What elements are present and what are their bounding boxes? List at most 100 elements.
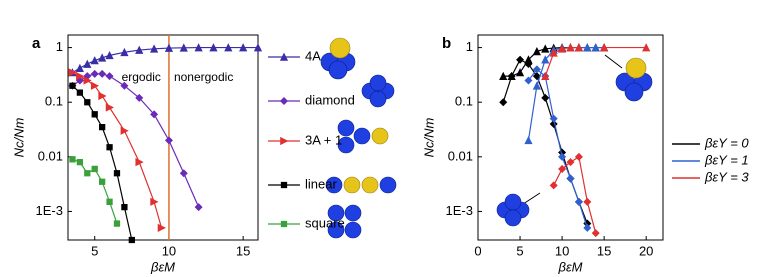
marker xyxy=(179,169,188,178)
marker xyxy=(99,123,106,131)
marker xyxy=(120,47,129,57)
marker xyxy=(558,152,567,161)
marker xyxy=(84,170,91,177)
y-tick-label: 1 xyxy=(466,39,473,54)
y-tick-label: 1E-3 xyxy=(36,203,63,218)
marker xyxy=(120,81,129,90)
marker xyxy=(90,56,99,65)
marker xyxy=(549,119,558,128)
marker xyxy=(98,53,107,62)
marker xyxy=(524,135,533,145)
plot-frame xyxy=(477,34,664,241)
legend-label: diamond xyxy=(305,92,355,107)
legend-label: square xyxy=(305,215,345,230)
marker xyxy=(583,43,592,52)
marker xyxy=(253,43,263,52)
marker xyxy=(68,68,77,77)
marker xyxy=(83,59,92,68)
legend-label: βεY = 3 xyxy=(704,169,749,184)
y-tick-label: 0.1 xyxy=(45,94,63,109)
y-tick-label: 0.1 xyxy=(455,94,473,109)
legend-label: 3A + 1 xyxy=(305,132,342,147)
marker xyxy=(105,103,114,112)
x-tick-label: 10 xyxy=(162,243,176,258)
marker xyxy=(591,43,600,52)
series-line xyxy=(553,155,597,234)
marker xyxy=(98,91,107,101)
marker xyxy=(507,72,516,81)
marker xyxy=(642,43,651,52)
marker xyxy=(76,158,84,166)
x-tick-label: 5 xyxy=(91,243,98,258)
marker xyxy=(499,98,508,107)
legend-label: βεY = 0 xyxy=(704,135,749,150)
marker xyxy=(105,50,114,60)
marker xyxy=(150,197,159,206)
x-tick-label: 15 xyxy=(236,243,250,258)
y-tick-label: 0.01 xyxy=(38,148,63,163)
marker xyxy=(574,152,583,161)
marker xyxy=(224,43,233,52)
marker xyxy=(194,43,203,52)
series-line xyxy=(72,73,200,208)
marker xyxy=(566,43,575,52)
marker xyxy=(524,60,533,69)
marker xyxy=(279,52,289,61)
marker xyxy=(113,170,121,177)
marker xyxy=(135,45,144,54)
marker xyxy=(532,47,541,56)
marker xyxy=(541,55,550,64)
marker xyxy=(239,43,248,52)
y-axis-label: Nc/Nm xyxy=(11,117,26,157)
marker xyxy=(515,68,525,77)
marker xyxy=(98,69,107,78)
marker xyxy=(149,44,159,53)
annotation: nonergodic xyxy=(174,70,233,84)
marker xyxy=(280,220,288,228)
marker xyxy=(591,229,600,238)
marker xyxy=(549,114,558,123)
marker xyxy=(532,81,541,90)
annotation: ergodic xyxy=(122,70,161,84)
marker xyxy=(150,110,159,119)
marker xyxy=(90,69,99,78)
marker xyxy=(135,158,144,167)
marker xyxy=(280,181,288,189)
x-tick-label: 15 xyxy=(597,243,611,258)
marker xyxy=(574,197,583,206)
marker xyxy=(99,178,106,185)
marker xyxy=(91,111,98,118)
x-tick-label: 0 xyxy=(474,243,481,258)
marker xyxy=(583,197,592,206)
marker xyxy=(532,65,541,74)
marker xyxy=(209,43,218,52)
panel-label: b xyxy=(442,35,451,52)
marker xyxy=(106,144,113,151)
marker xyxy=(128,236,135,244)
legend-label: 4A xyxy=(305,48,321,63)
marker xyxy=(106,198,113,205)
marker xyxy=(279,96,289,106)
marker xyxy=(280,136,289,146)
x-tick-label: 20 xyxy=(639,243,653,258)
x-tick-label: 5 xyxy=(516,243,523,258)
legend-label: βεY = 1 xyxy=(704,152,749,167)
y-tick-label: 1E-3 xyxy=(446,203,473,218)
marker xyxy=(75,63,84,72)
marker xyxy=(121,203,128,211)
marker xyxy=(135,93,144,102)
marker xyxy=(179,43,188,52)
marker xyxy=(541,93,550,102)
marker xyxy=(69,82,76,89)
marker xyxy=(120,126,129,135)
marker xyxy=(566,174,575,183)
marker xyxy=(541,44,550,53)
marker xyxy=(194,203,203,212)
marker xyxy=(91,165,98,173)
marker xyxy=(574,43,584,52)
y-axis-label: Nc/Nm xyxy=(421,117,436,157)
y-tick-label: 0.01 xyxy=(448,148,473,163)
plot-frame xyxy=(67,34,259,241)
marker xyxy=(558,164,567,173)
x-axis-label: βεM xyxy=(150,259,175,274)
